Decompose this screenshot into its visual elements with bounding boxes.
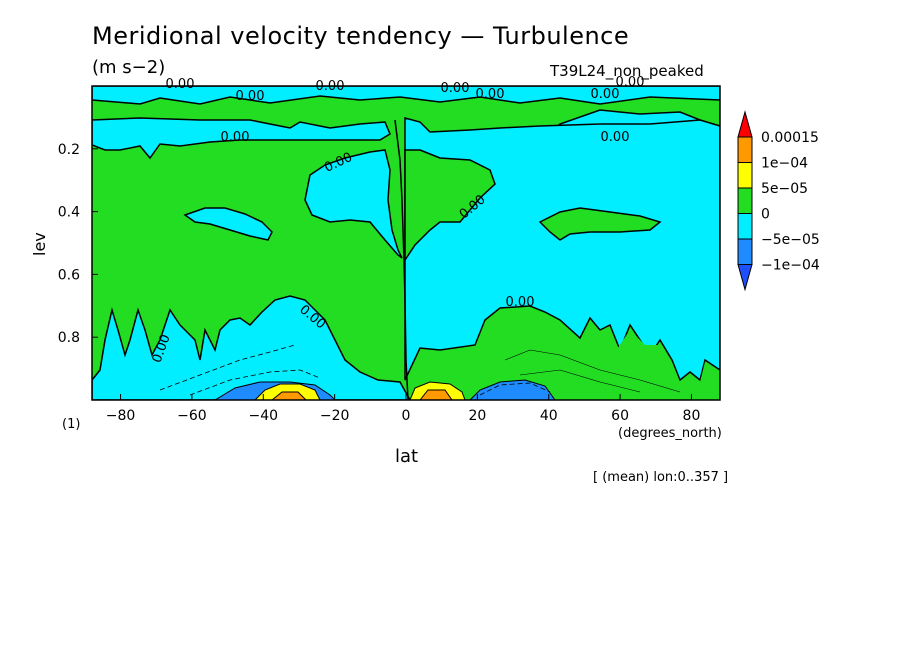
- colorbar-swatch: [737, 238, 753, 265]
- scale-note: (1): [62, 417, 81, 432]
- x-ticks: −80 −60 −40 −20 0 20 40 60 80: [106, 394, 701, 424]
- region-negative-left-blob: [183, 207, 273, 241]
- x-tick-label: 80: [683, 408, 701, 424]
- region-negative-upper-left: [92, 117, 391, 160]
- colorbar-label: 5e−05: [761, 181, 808, 197]
- colorbar-label: 0.00015: [761, 130, 819, 146]
- contour-label: 0.00: [221, 130, 250, 145]
- contour-label: 0.00: [316, 79, 345, 94]
- colorbar-label: 1e−04: [761, 156, 808, 172]
- colorbar-legend: 0.00015 1e−04 5e−05 0 −5e−05 −1e−04: [737, 110, 820, 292]
- experiment-label: T39L24_non_peaked: [550, 62, 704, 80]
- region-positive-right-blob: [538, 207, 662, 241]
- colorbar-swatch: [737, 187, 753, 214]
- y-tick-label: 0.4: [58, 205, 80, 221]
- region-peak-positive-equator-core: [419, 389, 453, 400]
- contour-label: 0.00: [506, 295, 535, 310]
- solid-thin-contours: [504, 349, 681, 393]
- units-label: (m s−2): [92, 57, 166, 78]
- colorbar-swatch: [737, 162, 753, 189]
- equator-zero-contour: [394, 119, 409, 400]
- colorbar-swatch: [737, 136, 753, 163]
- contour-label: 0.00: [591, 87, 620, 102]
- filled-contours: [92, 86, 720, 400]
- colorbar-top-arrow: [737, 110, 753, 138]
- contour-label: 0.00: [236, 89, 265, 104]
- x-axis-label: lat: [395, 446, 419, 467]
- colorbar-label: −5e−05: [761, 232, 820, 248]
- contour-label: 0.00: [601, 130, 630, 145]
- contour-label: 0.00: [476, 87, 505, 102]
- x-tick-label: −60: [177, 408, 207, 424]
- x-units-label: (degrees_north): [618, 426, 722, 441]
- dashed-contours: [159, 344, 551, 396]
- x-tick-label: 0: [402, 408, 411, 424]
- y-tick-label: 0.8: [58, 330, 80, 346]
- x-tick-label: −80: [106, 408, 136, 424]
- averaging-note: [ (mean) lon:0..357 ]: [593, 470, 729, 485]
- colorbar-label: 0: [761, 207, 770, 223]
- chart-title: Meridional velocity tendency — Turbulenc…: [92, 22, 630, 50]
- colorbar-bottom-arrow: [737, 264, 753, 292]
- x-tick-label: 20: [468, 408, 486, 424]
- x-tick-label: 40: [540, 408, 558, 424]
- x-tick-label: −40: [248, 408, 278, 424]
- contour-label: 0.00: [616, 75, 645, 90]
- region-positive-lower-right: [410, 308, 720, 400]
- colorbar-label: −1e−04: [761, 258, 820, 274]
- contour-label: 0.00: [441, 81, 470, 96]
- x-tick-label: −20: [320, 408, 350, 424]
- contour-label: 0.00: [166, 77, 195, 92]
- y-tick-label: 0.2: [58, 142, 80, 158]
- colorbar-swatch: [737, 213, 753, 240]
- region-negative-middle: [304, 149, 403, 259]
- region-peak-positive-left-core: [271, 391, 307, 400]
- region-positive-right-tongue: [404, 149, 496, 263]
- y-tick-label: 0.6: [58, 267, 80, 283]
- y-ticks: 0.2 0.4 0.6 0.8: [58, 142, 98, 346]
- x-tick-label: 60: [611, 408, 629, 424]
- region-negative-lower-left: [92, 295, 411, 400]
